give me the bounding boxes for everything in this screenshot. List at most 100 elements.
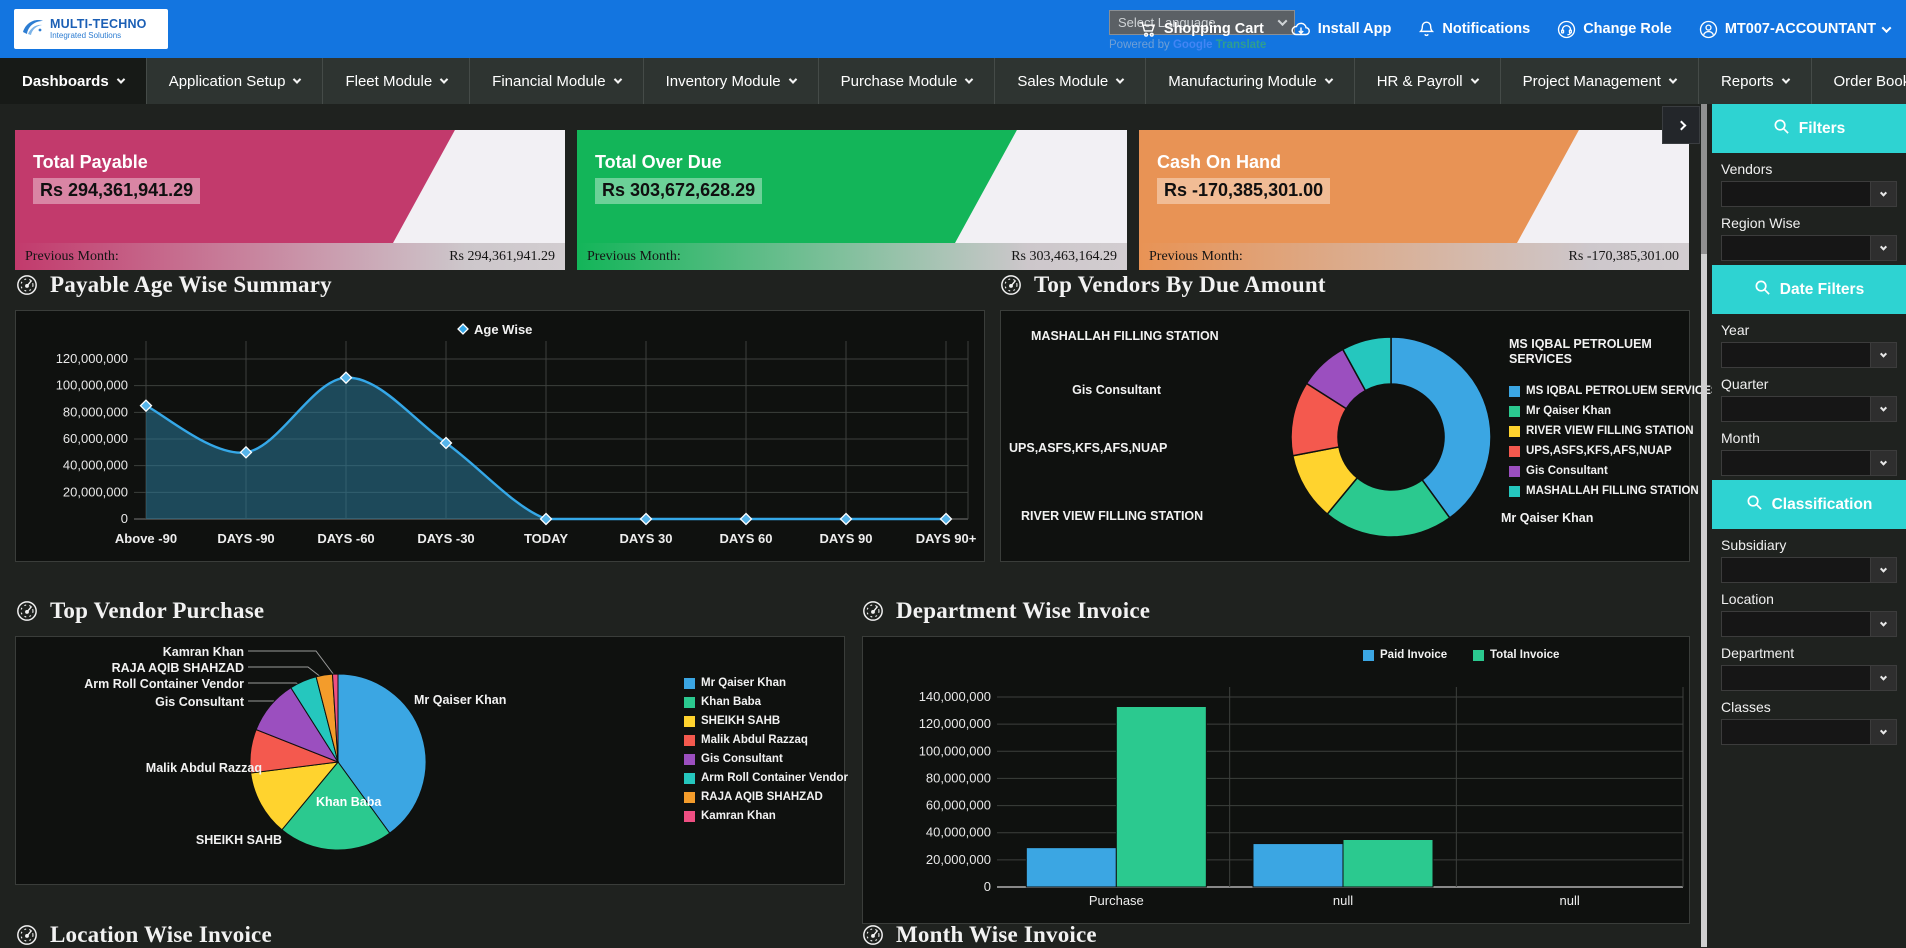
dropdown-chevron-button[interactable] [1870,397,1896,421]
filter-label-subsidiary: Subsidiary [1721,537,1897,553]
topbar-action-change-role[interactable]: Change Role [1557,20,1672,39]
filter-dropdown-classes[interactable] [1721,719,1897,745]
svg-text:TODAY: TODAY [524,531,568,546]
dropdown-value [1722,182,1870,206]
svg-text:120,000,000: 120,000,000 [56,351,128,366]
svg-text:Above -90: Above -90 [115,531,177,546]
dropdown-value [1722,666,1870,690]
svg-text:100,000,000: 100,000,000 [56,378,128,393]
legend-swatch [684,678,695,689]
pie-legend-item: Kamran Khan [684,810,776,822]
legend-label: Mr Qaiser Khan [701,677,786,689]
nav-item-sales-module[interactable]: Sales Module [995,58,1146,104]
nav-item-application-setup[interactable]: Application Setup [147,58,324,104]
svg-text:140,000,000: 140,000,000 [919,689,991,704]
svg-text:Age Wise: Age Wise [474,322,532,337]
chevron-down-icon [965,75,973,83]
dropdown-chevron-button[interactable] [1870,343,1896,367]
sidebar-header-filters[interactable]: Filters [1712,104,1906,153]
legend-label: Arm Roll Container Vendor [701,772,848,784]
nav-item-manufacturing-module[interactable]: Manufacturing Module [1146,58,1354,104]
search-icon [1754,279,1771,301]
donut-legend-item: Mr Qaiser Khan [1509,405,1611,417]
filter-label-department: Department [1721,645,1897,661]
kpi-card-body: Cash On HandRs -170,385,301.00 [1139,130,1689,243]
sidebar-header-date-filters[interactable]: Date Filters [1712,265,1906,314]
nav-item-hr-payroll[interactable]: HR & Payroll [1355,58,1501,104]
filter-dropdown-quarter[interactable] [1721,396,1897,422]
kpi-previous-month-strip: Previous Month:Rs 294,361,941.29 [15,243,565,270]
nav-item-fleet-module[interactable]: Fleet Module [323,58,470,104]
filter-dropdown-vendors[interactable] [1721,181,1897,207]
chevron-down-icon [613,75,621,83]
dropdown-chevron-button[interactable] [1870,558,1896,582]
legend-label: Khan Baba [701,696,761,708]
svg-text:DAYS 90: DAYS 90 [820,531,873,546]
nav-item-purchase-module[interactable]: Purchase Module [819,58,996,104]
nav-item-label: Inventory Module [666,73,781,90]
nav-item-label: Sales Module [1017,73,1108,90]
logo-subtitle: Integrated Solutions [50,31,147,40]
nav-item-label: Fleet Module [345,73,432,90]
nav-item-dashboards[interactable]: Dashboards [0,58,147,104]
topbar-action-shopping-cart[interactable]: Shopping Cart [1138,20,1264,38]
svg-text:80,000,000: 80,000,000 [926,770,991,785]
pie-slice-label: Khan Baba [316,795,406,810]
pie-slice-label: Mr Qaiser Khan [414,693,564,708]
filter-dropdown-month[interactable] [1721,450,1897,476]
filter-dropdown-year[interactable] [1721,342,1897,368]
kpi-title: Cash On Hand [1157,152,1281,173]
change-role-icon [1557,20,1576,39]
chevron-down-icon [1880,404,1887,411]
topbar-action-notifications[interactable]: Notifications [1418,20,1530,38]
legend-swatch [1509,406,1520,417]
nav-item-inventory-module[interactable]: Inventory Module [644,58,819,104]
search-icon [1773,118,1790,140]
sidebar-header-classification[interactable]: Classification [1712,480,1906,529]
nav-item-label: Order Booking App [1834,73,1906,90]
sidebar-header-label: Filters [1799,120,1846,138]
legend-swatch [1509,446,1520,457]
dropdown-chevron-button[interactable] [1870,451,1896,475]
legend-swatch [1473,650,1484,661]
nav-item-order-booking-app[interactable]: Order Booking App [1812,58,1906,104]
donut-slice-label: Gis Consultant [1051,383,1161,398]
legend-swatch [684,716,695,727]
legend-swatch [1363,650,1374,661]
dropdown-chevron-button[interactable] [1870,720,1896,744]
topbar-action-install-app[interactable]: Install App [1291,21,1392,38]
legend-label: Mr Qaiser Khan [1526,405,1611,417]
pie-slice-label: Gis Consultant [136,695,244,710]
donut-legend-item: Gis Consultant [1509,465,1608,477]
top-vendor-purchase-chart: Mr Qaiser KhanKhan BabaSHEIKH SAHBMalik … [15,636,845,885]
pie-slice-label: SHEIKH SAHB [164,833,282,848]
nav-item-reports[interactable]: Reports [1699,58,1812,104]
dropdown-chevron-button[interactable] [1870,666,1896,690]
kpi-card-body: Total PayableRs 294,361,941.29 [15,130,565,243]
legend-swatch [684,735,695,746]
topbar-action-mt007-accountant[interactable]: MT007-ACCOUNTANT [1699,20,1890,39]
svg-text:0: 0 [984,879,991,894]
kpi-previous-month-strip: Previous Month:Rs 303,463,164.29 [577,243,1127,270]
section-payable-age-wise: Payable Age Wise Summary [16,272,332,298]
filter-label-region-wise: Region Wise [1721,215,1897,231]
bar-legend-item: Paid Invoice [1363,649,1447,661]
search-icon [1746,494,1763,516]
nav-item-project-management[interactable]: Project Management [1501,58,1699,104]
legend-label: RIVER VIEW FILLING STATION [1526,425,1694,437]
filter-dropdown-location[interactable] [1721,611,1897,637]
sidebar-header-label: Date Filters [1780,281,1864,299]
main-scrollbar[interactable] [1701,104,1707,947]
section-department-invoice: Department Wise Invoice [862,598,1150,624]
dropdown-chevron-button[interactable] [1870,612,1896,636]
company-logo[interactable]: MULTI-TECHNO Integrated Solutions [14,9,168,49]
nav-item-financial-module[interactable]: Financial Module [470,58,643,104]
dropdown-chevron-button[interactable] [1870,182,1896,206]
filter-dropdown-region-wise[interactable] [1721,235,1897,261]
sidebar-collapse-button[interactable] [1662,106,1700,144]
nav-item-label: Purchase Module [841,73,958,90]
filter-dropdown-subsidiary[interactable] [1721,557,1897,583]
legend-swatch [1509,426,1520,437]
dropdown-chevron-button[interactable] [1870,236,1896,260]
filter-dropdown-department[interactable] [1721,665,1897,691]
